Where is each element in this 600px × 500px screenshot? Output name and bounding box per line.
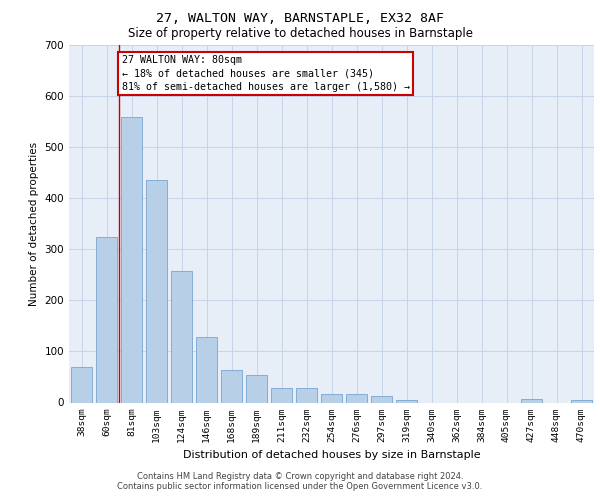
Bar (171, 270, 192, 402)
Bar (346, 394, 367, 402)
Bar (521, 399, 542, 402)
Bar (221, 370, 242, 402)
Bar (121, 116, 142, 403)
Text: 27 WALTON WAY: 80sqm
← 18% of detached houses are smaller (345)
81% of semi-deta: 27 WALTON WAY: 80sqm ← 18% of detached h… (121, 55, 409, 92)
Bar (146, 180, 167, 402)
Bar (321, 394, 342, 402)
Text: Contains public sector information licensed under the Open Government Licence v3: Contains public sector information licen… (118, 482, 482, 491)
Bar (96, 236, 117, 402)
Bar (71, 367, 92, 402)
Y-axis label: Number of detached properties: Number of detached properties (29, 142, 39, 306)
X-axis label: Distribution of detached houses by size in Barnstaple: Distribution of detached houses by size … (182, 450, 481, 460)
Bar (396, 400, 417, 402)
Bar (296, 388, 317, 402)
Text: 27, WALTON WAY, BARNSTAPLE, EX32 8AF: 27, WALTON WAY, BARNSTAPLE, EX32 8AF (156, 12, 444, 26)
Bar (196, 337, 217, 402)
Bar (271, 388, 292, 402)
Bar (571, 400, 592, 402)
Bar (246, 376, 267, 402)
Bar (371, 396, 392, 402)
Text: Size of property relative to detached houses in Barnstaple: Size of property relative to detached ho… (128, 28, 473, 40)
Text: Contains HM Land Registry data © Crown copyright and database right 2024.: Contains HM Land Registry data © Crown c… (137, 472, 463, 481)
